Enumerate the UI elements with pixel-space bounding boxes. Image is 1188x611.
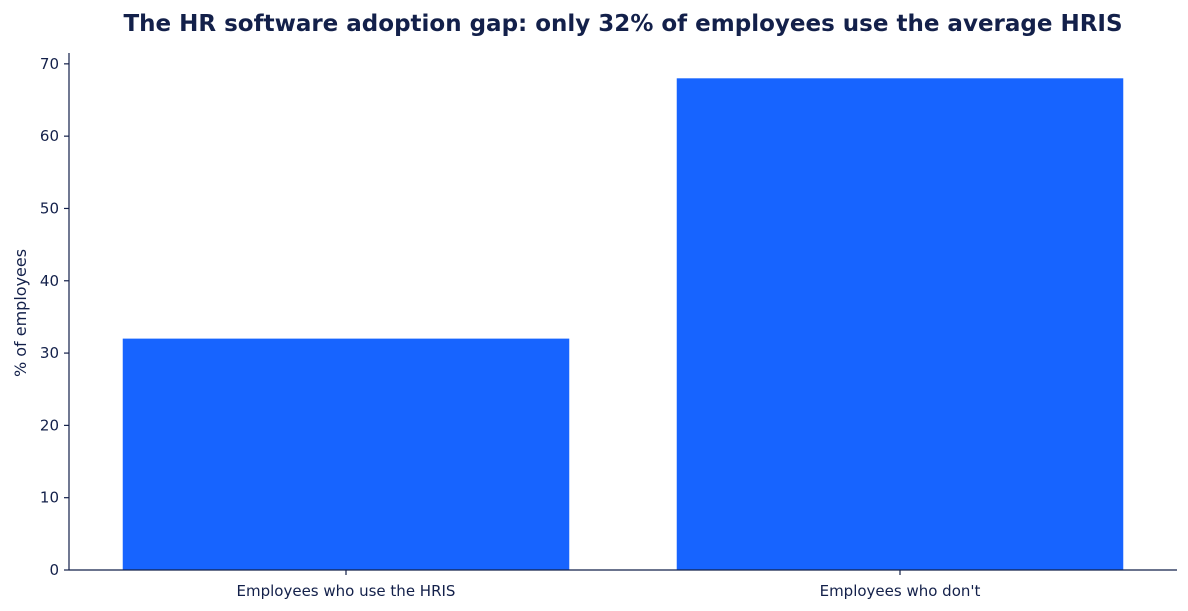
y-axis-label: % of employees xyxy=(11,249,30,377)
bars-group xyxy=(122,78,1124,571)
x-ticks-group: Employees who use the HRIS Employees who … xyxy=(237,570,981,600)
y-tick-label: 60 xyxy=(40,127,59,145)
x-tick-label: Employees who use the HRIS xyxy=(237,582,456,600)
chart-title: The HR software adoption gap: only 32% o… xyxy=(123,11,1122,37)
y-tick-label: 0 xyxy=(49,561,59,579)
y-tick-label: 20 xyxy=(40,416,59,434)
y-tick-label: 70 xyxy=(40,55,59,73)
y-ticks-group: 0 10 20 30 40 50 60 70 xyxy=(40,55,69,579)
y-tick-label: 50 xyxy=(40,199,59,217)
y-tick-label: 30 xyxy=(40,344,59,362)
bar-2 xyxy=(676,78,1124,571)
bar-1 xyxy=(122,338,570,570)
y-tick-label: 10 xyxy=(40,489,59,507)
x-tick-label: Employees who don't xyxy=(820,582,981,600)
y-tick-label: 40 xyxy=(40,272,59,290)
